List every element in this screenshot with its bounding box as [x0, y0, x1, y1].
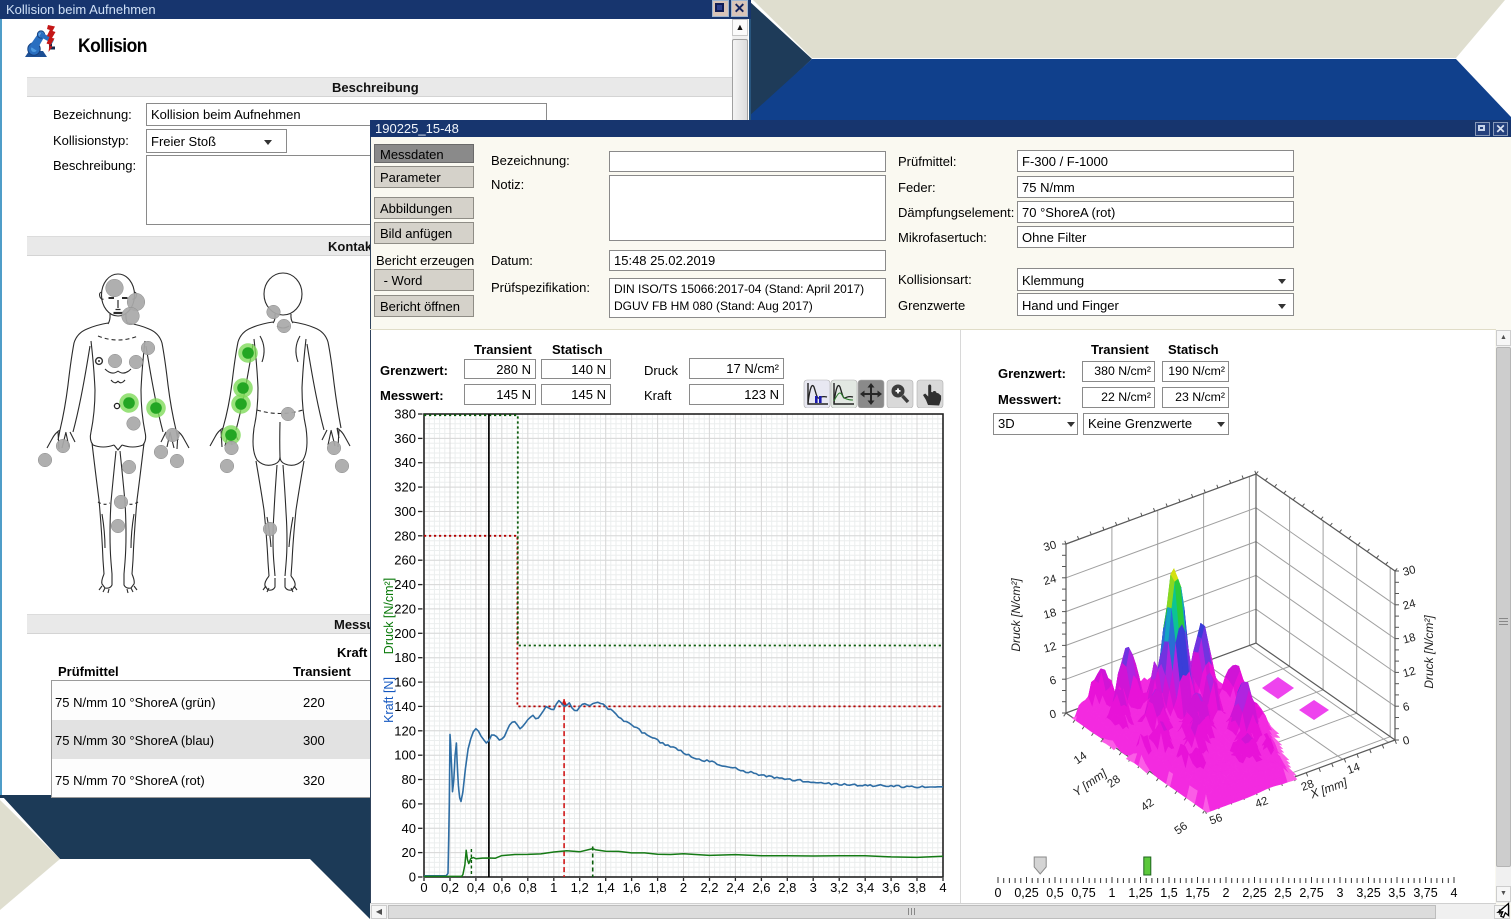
svg-text:260: 260 — [394, 553, 416, 568]
svg-text:1,25: 1,25 — [1128, 886, 1152, 900]
svg-text:14: 14 — [1346, 761, 1363, 777]
svg-text:18: 18 — [1402, 632, 1417, 647]
svg-text:1: 1 — [1109, 886, 1116, 900]
svg-text:1: 1 — [550, 880, 557, 895]
svg-text:56: 56 — [1173, 820, 1190, 837]
svg-text:1,8: 1,8 — [649, 880, 667, 895]
svg-text:2,2: 2,2 — [700, 880, 718, 895]
svg-text:6: 6 — [1402, 701, 1411, 714]
svg-text:160: 160 — [394, 675, 416, 690]
svg-text:200: 200 — [394, 626, 416, 641]
svg-text:180: 180 — [394, 650, 416, 665]
svg-text:4: 4 — [939, 880, 946, 895]
svg-text:360: 360 — [394, 431, 416, 446]
svg-text:12: 12 — [1402, 665, 1417, 680]
svg-text:300: 300 — [394, 504, 416, 519]
svg-text:60: 60 — [402, 796, 416, 811]
svg-text:340: 340 — [394, 455, 416, 470]
svg-text:3,5: 3,5 — [1388, 886, 1405, 900]
svg-text:Kraft [N]: Kraft [N] — [382, 677, 396, 723]
svg-text:40: 40 — [402, 821, 416, 836]
svg-text:1,5: 1,5 — [1160, 886, 1177, 900]
svg-text:1,75: 1,75 — [1185, 886, 1209, 900]
svg-text:6: 6 — [1048, 675, 1057, 688]
svg-text:3,8: 3,8 — [908, 880, 926, 895]
svg-text:0,75: 0,75 — [1071, 886, 1095, 900]
svg-text:0: 0 — [420, 880, 427, 895]
svg-text:Druck [N/cm²]: Druck [N/cm²] — [1422, 615, 1436, 689]
svg-text:42: 42 — [1254, 795, 1270, 811]
svg-text:20: 20 — [402, 845, 416, 860]
svg-text:320: 320 — [394, 480, 416, 495]
svg-text:380: 380 — [394, 408, 416, 422]
svg-text:2,75: 2,75 — [1299, 886, 1323, 900]
svg-text:2,6: 2,6 — [752, 880, 770, 895]
svg-text:3,25: 3,25 — [1356, 886, 1380, 900]
svg-text:4: 4 — [1451, 886, 1458, 900]
svg-text:0,2: 0,2 — [441, 880, 459, 895]
svg-text:0,25: 0,25 — [1014, 886, 1038, 900]
svg-text:1,6: 1,6 — [623, 880, 641, 895]
svg-text:3,4: 3,4 — [856, 880, 874, 895]
svg-text:0: 0 — [995, 886, 1002, 900]
svg-text:80: 80 — [402, 772, 416, 787]
svg-text:2,4: 2,4 — [726, 880, 744, 895]
svg-text:100: 100 — [394, 748, 416, 763]
svg-text:0: 0 — [1048, 708, 1057, 721]
svg-text:2: 2 — [1223, 886, 1230, 900]
svg-text:1,4: 1,4 — [597, 880, 615, 895]
svg-text:42: 42 — [1139, 797, 1156, 814]
svg-text:240: 240 — [394, 577, 416, 592]
svg-text:3,75: 3,75 — [1413, 886, 1437, 900]
svg-text:24: 24 — [1402, 598, 1418, 613]
svg-text:28: 28 — [1300, 778, 1316, 794]
svg-text:0: 0 — [409, 870, 416, 885]
svg-text:0,4: 0,4 — [467, 880, 485, 895]
svg-text:2: 2 — [680, 880, 687, 895]
svg-text:1,2: 1,2 — [571, 880, 589, 895]
svg-text:140: 140 — [394, 699, 416, 714]
svg-text:3: 3 — [810, 880, 817, 895]
svg-text:0: 0 — [1402, 735, 1411, 748]
svg-text:3,6: 3,6 — [882, 880, 900, 895]
svg-text:30: 30 — [1042, 539, 1057, 554]
svg-text:Druck [N/cm²]: Druck [N/cm²] — [1009, 578, 1023, 652]
svg-text:220: 220 — [394, 601, 416, 616]
svg-text:24: 24 — [1042, 573, 1058, 588]
svg-text:0,6: 0,6 — [493, 880, 511, 895]
svg-text:0,8: 0,8 — [519, 880, 537, 895]
svg-text:2,5: 2,5 — [1274, 886, 1291, 900]
svg-text:2,8: 2,8 — [778, 880, 796, 895]
svg-text:18: 18 — [1042, 607, 1057, 622]
svg-text:56: 56 — [1208, 812, 1224, 828]
svg-text:12: 12 — [1042, 641, 1057, 656]
svg-text:30: 30 — [1402, 564, 1417, 579]
svg-text:2,25: 2,25 — [1242, 886, 1266, 900]
svg-text:0,5: 0,5 — [1046, 886, 1063, 900]
svg-text:280: 280 — [394, 528, 416, 543]
svg-text:3: 3 — [1337, 886, 1344, 900]
svg-text:Druck [N/cm²]: Druck [N/cm²] — [382, 578, 396, 654]
svg-text:120: 120 — [394, 723, 416, 738]
svg-text:3,2: 3,2 — [830, 880, 848, 895]
